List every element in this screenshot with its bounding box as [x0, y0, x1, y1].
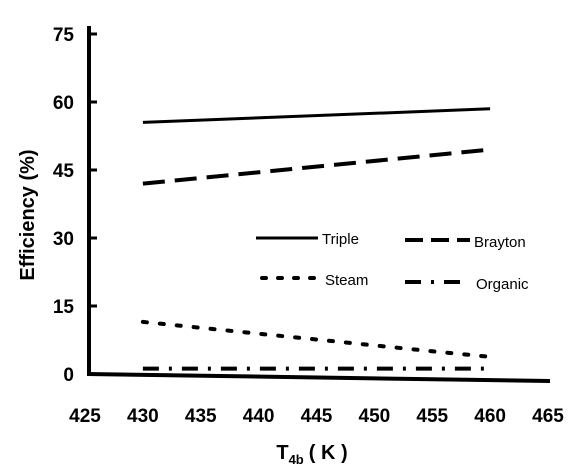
series-line-steam [140, 319, 493, 359]
y-ticks: 0 15 30 45 60 75 [53, 25, 97, 386]
x-tick-label: 430 [127, 406, 159, 427]
x-ticks: 425 430 435 440 445 450 455 460 465 [69, 406, 564, 427]
x-tick-label: 425 [69, 406, 101, 427]
series-layer [140, 107, 493, 371]
x-axis-title: T4b ( K ) [276, 442, 347, 467]
x-axis-line [86, 372, 551, 383]
x-tick-label: 460 [474, 406, 506, 427]
legend-item-steam: Steam [260, 272, 368, 289]
x-tick-label: 445 [301, 406, 333, 427]
x-tick-label: 465 [532, 406, 564, 427]
x-axis-title-main: T [276, 442, 288, 464]
legend-item-brayton: Brayton [405, 234, 526, 251]
x-axis-title-unit: ( K ) [309, 442, 348, 464]
series-line-triple [142, 107, 491, 124]
y-tick-label: 60 [53, 93, 74, 114]
legend-item-organic: Organic [405, 276, 529, 293]
legend-label-organic: Organic [476, 276, 529, 293]
y-tick-label: 30 [53, 229, 74, 250]
series-line-brayton [142, 147, 491, 186]
legend: Triple Brayton Steam Organic [256, 231, 529, 293]
x-tick-label: 435 [185, 406, 217, 427]
legend-item-triple: Triple [256, 231, 359, 248]
legend-label-brayton: Brayton [474, 234, 526, 251]
x-axis-title-sub: 4b [289, 452, 304, 467]
legend-label-steam: Steam [325, 272, 368, 289]
x-tick-label: 440 [243, 406, 275, 427]
y-tick-label: 45 [53, 161, 75, 182]
y-tick-label: 0 [63, 365, 74, 386]
y-tick-label: 15 [53, 297, 75, 318]
y-axis-title: Efficiency (%) [17, 149, 39, 280]
y-tick-label: 75 [53, 25, 75, 46]
x-tick-label: 455 [416, 406, 448, 427]
axes [86, 26, 551, 383]
legend-label-triple: Triple [322, 231, 359, 248]
x-tick-label: 450 [359, 406, 391, 427]
